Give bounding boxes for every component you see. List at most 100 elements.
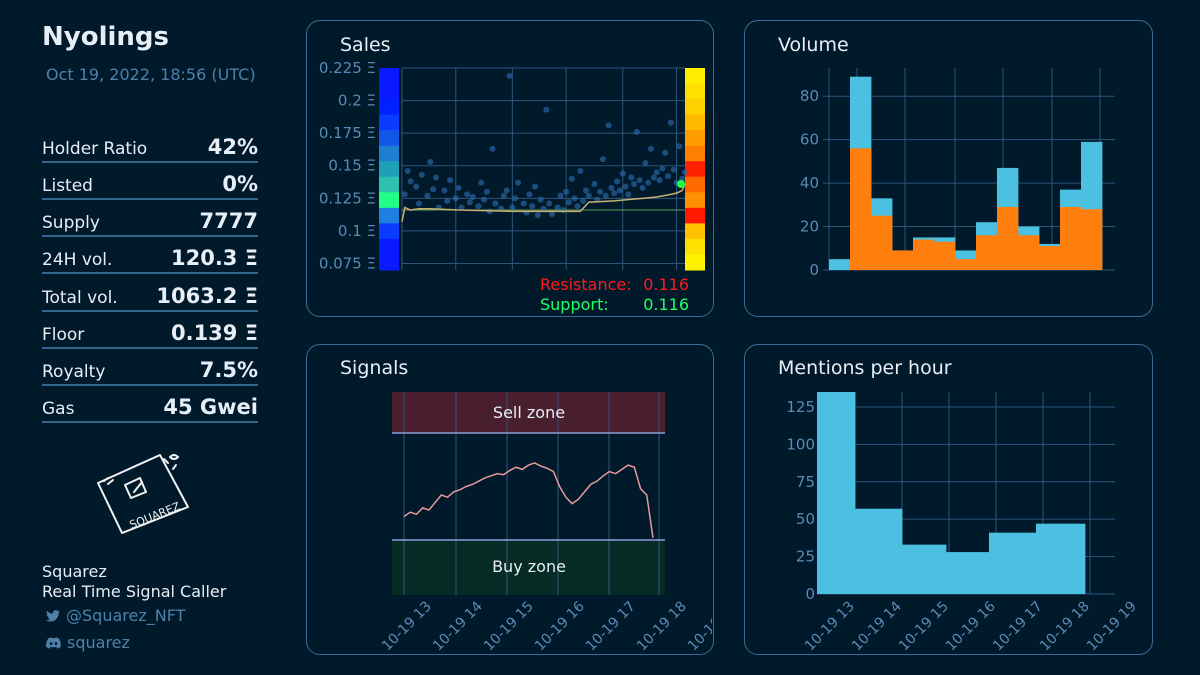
mentions-y-tick-label: 50 xyxy=(796,510,815,528)
signals-title: Signals xyxy=(340,357,409,379)
discord-link[interactable]: squarez xyxy=(46,633,130,652)
sale-point xyxy=(642,160,649,167)
stat-value: 0% xyxy=(222,172,258,196)
sale-point xyxy=(475,203,482,210)
sales-y-tick-label: 0.225 Ξ xyxy=(319,59,376,77)
sale-point xyxy=(444,197,451,204)
volume-bar-secondary xyxy=(1018,235,1040,270)
resistance-heat-cell xyxy=(685,145,705,162)
volume-y-tick-label: 0 xyxy=(809,261,819,279)
floor-price-line xyxy=(401,183,686,222)
signal-line xyxy=(403,462,654,538)
support-heat-cell xyxy=(379,238,399,255)
stat-total-volume: Total vol. 1063.2 Ξ xyxy=(42,284,258,312)
support-heat-cell xyxy=(379,192,399,209)
sale-point xyxy=(452,195,459,202)
volume-panel: Volume 0 20 40 60 80 xyxy=(744,20,1153,317)
sale-point xyxy=(633,128,640,135)
support-heat-cell xyxy=(379,161,399,178)
support-heat-cell xyxy=(379,207,399,224)
sale-point xyxy=(636,177,643,184)
volume-y-tick-label: 40 xyxy=(800,174,819,192)
buy-zone-label: Buy zone xyxy=(492,557,566,576)
volume-bar-secondary xyxy=(1081,209,1103,270)
sale-point xyxy=(401,191,408,198)
resistance-heat-cell xyxy=(685,130,705,147)
squarez-logo: SQUAREZ xyxy=(97,454,189,534)
volume-bar-secondary xyxy=(892,250,914,270)
resistance-label: Resistance: xyxy=(540,275,632,294)
sale-point xyxy=(622,183,629,190)
sale-point xyxy=(464,191,471,198)
last-sale-marker xyxy=(677,179,685,188)
support-label: Support: xyxy=(540,295,609,314)
volume-bar-secondary xyxy=(850,148,872,270)
mentions-y-tick-label: 125 xyxy=(786,398,815,416)
sales-chart: 0.075 Ξ 0.1 Ξ 0.125 Ξ 0.15 Ξ 0.175 Ξ 0.2 Ξ 0.2… xyxy=(319,59,705,314)
resistance-heat-cell xyxy=(685,68,705,85)
sale-point xyxy=(571,195,578,202)
support-heat-cell xyxy=(379,130,399,147)
mentions-y-tick-label: 100 xyxy=(786,435,815,453)
sale-point xyxy=(466,199,473,206)
stat-label: Royalty xyxy=(42,362,106,382)
sell-zone xyxy=(392,392,665,433)
sale-point xyxy=(662,149,669,156)
mentions-bar xyxy=(946,552,990,594)
sale-point xyxy=(523,209,530,216)
volume-y-tick-label: 60 xyxy=(800,131,819,149)
resistance-heat-cell xyxy=(685,114,705,131)
stat-holder-ratio: Holder Ratio 42% xyxy=(42,135,258,163)
sales-y-tick-label: 0.175 Ξ xyxy=(319,124,376,142)
signals-x-tick-label: 10-19 16 xyxy=(532,598,588,653)
support-heat-cell xyxy=(379,176,399,193)
info-sidebar: Nyolings Oct 19, 2022, 18:56 (UTC) Holde… xyxy=(0,0,290,675)
resistance-heat-cell xyxy=(685,192,705,209)
sale-point xyxy=(565,199,572,206)
resistance-heat-cell xyxy=(685,207,705,224)
twitter-link[interactable]: @Squarez_NFT xyxy=(46,606,185,625)
sale-point xyxy=(602,192,609,199)
brand-name: Squarez xyxy=(42,562,107,581)
signals-x-tick-label: 10-19 15 xyxy=(481,599,537,653)
sales-panel: Sales 0.075 Ξ 0.1 Ξ 0.125 Ξ 0.15 Ξ 0.175 Ξ 0.… xyxy=(306,20,714,317)
sale-point xyxy=(415,200,422,207)
sale-point xyxy=(631,180,638,187)
sell-zone-label: Sell zone xyxy=(493,403,565,422)
sale-point xyxy=(656,177,663,184)
sale-point xyxy=(469,194,476,201)
sale-point xyxy=(568,175,575,182)
signals-panel: Signals Sell zone Buy zone 10-19 13 10-19 1… xyxy=(306,344,714,655)
sale-point xyxy=(625,191,632,198)
resistance-heat-cell xyxy=(685,99,705,116)
sale-point xyxy=(650,174,657,181)
sale-point xyxy=(639,184,646,191)
volume-bar-secondary xyxy=(913,239,935,270)
mentions-x-tick-label: 10-19 19 xyxy=(1084,599,1140,653)
sales-y-tick-label: 0.1 Ξ xyxy=(338,222,376,240)
sale-point xyxy=(509,204,516,211)
sale-point xyxy=(424,192,431,199)
volume-title: Volume xyxy=(778,34,849,56)
volume-bar-secondary xyxy=(934,241,956,270)
stat-label: 24H vol. xyxy=(42,250,113,270)
mentions-bar xyxy=(989,532,1037,594)
sale-point xyxy=(611,190,618,197)
timestamp: Oct 19, 2022, 18:56 (UTC) xyxy=(46,65,256,84)
mentions-bar xyxy=(902,544,947,594)
discord-icon xyxy=(46,636,61,649)
volume-y-tick-label: 80 xyxy=(800,87,819,105)
stat-label: Total vol. xyxy=(42,288,118,308)
sale-point xyxy=(506,72,513,79)
stat-value: 45 Gwei xyxy=(163,395,258,419)
sale-point xyxy=(515,179,522,186)
sale-point xyxy=(500,192,507,199)
sale-point xyxy=(648,145,655,152)
stat-listed: Listed 0% xyxy=(42,172,258,200)
mentions-bar xyxy=(1036,523,1086,594)
sale-point xyxy=(585,192,592,199)
sales-y-tick-label: 0.2 Ξ xyxy=(338,92,376,110)
brand-tagline: Real Time Signal Caller xyxy=(42,582,227,601)
support-heat-cell xyxy=(379,114,399,131)
twitter-handle: @Squarez_NFT xyxy=(66,606,186,625)
